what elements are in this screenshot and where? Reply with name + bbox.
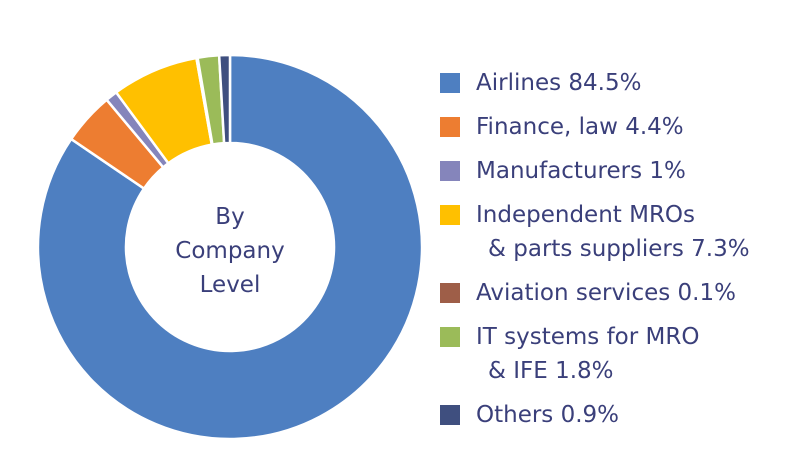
legend-swatch	[440, 161, 460, 181]
value-label: 0.1%	[677, 280, 736, 306]
legend-swatch	[440, 327, 460, 347]
legend-item: Manufacturers 1%	[440, 154, 750, 188]
legend-text: Others 0.9%	[476, 398, 750, 432]
legend-item: Others 0.9%	[440, 398, 750, 432]
legend-swatch	[440, 73, 460, 93]
slice	[217, 53, 232, 145]
legend-label: Airlines	[476, 70, 562, 96]
value-label: 7.3%	[691, 236, 750, 262]
slice	[36, 53, 424, 441]
legend-item: Finance, law 4.4%	[440, 110, 750, 144]
legend-label: IT systems for MRO & IFE	[476, 324, 700, 384]
legend-label: Others	[476, 402, 554, 428]
legend-item: Independent MROs & parts suppliers 7.3%	[440, 198, 750, 266]
legend-swatch	[440, 283, 460, 303]
legend-label: Finance, law	[476, 114, 618, 140]
center-label: By Company Level	[175, 204, 285, 298]
legend-text: Aviation services 0.1%	[476, 276, 750, 310]
value-label: 4.4%	[625, 114, 684, 140]
legend-item: Aviation services 0.1%	[440, 276, 750, 310]
legend-text: Finance, law 4.4%	[476, 110, 750, 144]
legend-text: Independent MROs & parts suppliers 7.3%	[476, 198, 750, 266]
value-label: 84.5%	[568, 70, 642, 96]
legend: Airlines 84.5% Finance, law 4.4% Manufactu…	[440, 66, 750, 442]
legend-item: IT systems for MRO & IFE 1.8%	[440, 320, 750, 388]
legend-item: Airlines 84.5%	[440, 66, 750, 100]
legend-swatch	[440, 205, 460, 225]
legend-swatch	[440, 117, 460, 137]
legend-label: Independent MROs & parts suppliers	[476, 202, 696, 262]
value-label: 1.8%	[555, 358, 614, 384]
value-label: 1%	[649, 158, 686, 184]
legend-label: Aviation services	[476, 280, 671, 306]
legend-text: IT systems for MRO & IFE 1.8%	[476, 320, 750, 388]
value-label: 0.9%	[560, 402, 620, 428]
legend-label: Manufacturers	[476, 158, 643, 184]
legend-swatch	[440, 405, 460, 425]
legend-text: Airlines 84.5%	[476, 66, 750, 100]
legend-text: Manufacturers 1%	[476, 154, 750, 188]
